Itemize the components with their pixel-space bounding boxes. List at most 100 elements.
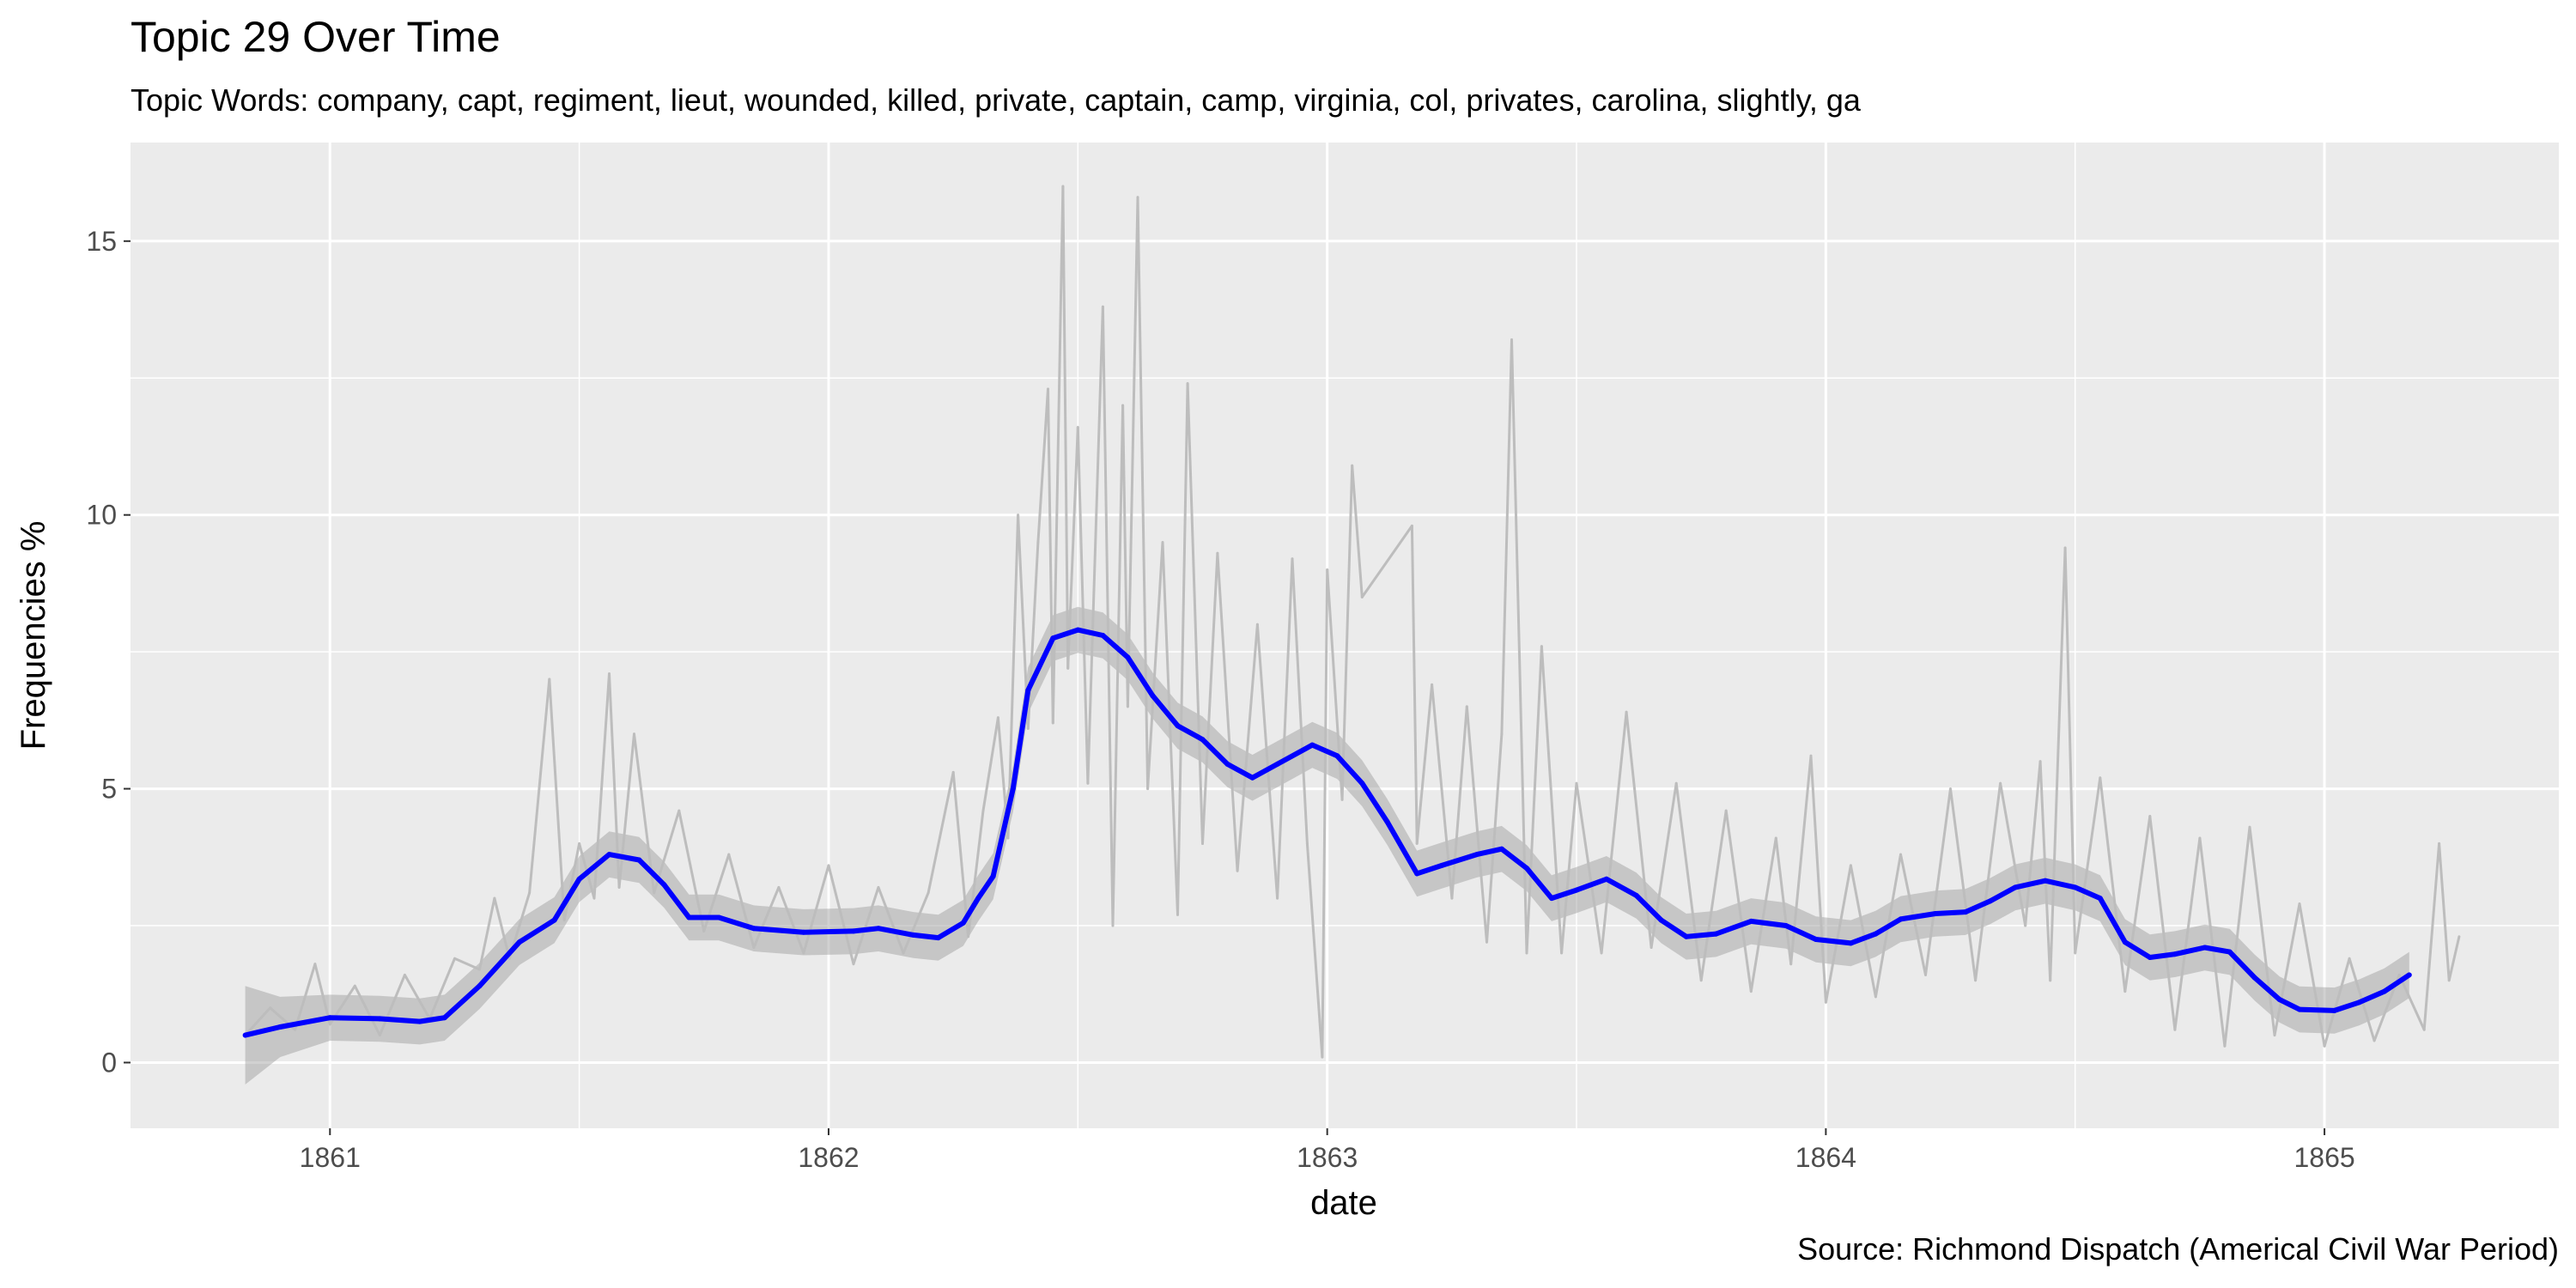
smooth-line-segment bbox=[1498, 846, 1529, 872]
smooth-line-segment bbox=[1748, 918, 1789, 928]
smooth-line-segment bbox=[1633, 892, 1664, 923]
smooth-line-segment bbox=[242, 1024, 283, 1038]
smooth-line-segment bbox=[1873, 916, 1904, 937]
smooth-line-segment bbox=[1524, 866, 1554, 902]
smooth-line-segment bbox=[1175, 723, 1206, 743]
y-tick-label: 10 bbox=[86, 500, 117, 531]
smooth-line-segment bbox=[2013, 878, 2048, 890]
raw-line-segment bbox=[1351, 464, 1364, 598]
raw-line-segment bbox=[592, 672, 611, 900]
raw-line-segment bbox=[528, 677, 551, 895]
raw-line-segment bbox=[727, 853, 756, 949]
raw-line-segment bbox=[1410, 524, 1419, 845]
raw-line-segment bbox=[1236, 623, 1259, 872]
smooth-line-segment bbox=[1713, 918, 1754, 937]
raw-line-segment bbox=[562, 841, 581, 922]
x-tick-label: 1862 bbox=[798, 1142, 859, 1173]
smooth-line-segment bbox=[2251, 975, 2282, 1003]
raw-line-segment bbox=[1749, 836, 1777, 993]
smooth-line-segment bbox=[1933, 909, 1968, 916]
raw-line-segment bbox=[2397, 973, 2426, 1031]
raw-line-segment bbox=[1525, 645, 1543, 955]
raw-line-segment bbox=[1560, 781, 1578, 955]
raw-line-segment bbox=[428, 957, 456, 1020]
raw-line-segment bbox=[2223, 825, 2251, 1048]
y-tick-label: 15 bbox=[86, 226, 117, 257]
raw-line-segment bbox=[1026, 541, 1040, 730]
raw-line-segment bbox=[244, 1006, 272, 1037]
smooth-line-segment bbox=[1439, 852, 1479, 868]
smooth-line-segment bbox=[1603, 876, 1639, 898]
smooth-line-segment bbox=[750, 926, 806, 935]
raw-line-segment bbox=[1047, 387, 1054, 725]
smooth-line-segment bbox=[2042, 878, 2078, 890]
raw-line-segment bbox=[608, 672, 621, 889]
smooth-line-segment bbox=[2122, 939, 2153, 960]
smooth-line-segment bbox=[2276, 997, 2302, 1012]
raw-line-segment bbox=[1450, 705, 1468, 900]
smooth-line-segment bbox=[935, 920, 966, 941]
smooth-line-segment bbox=[1334, 753, 1365, 787]
raw-line-segment bbox=[1774, 836, 1793, 966]
raw-line-segment bbox=[2024, 760, 2042, 927]
raw-line-segment bbox=[493, 896, 511, 960]
raw-series bbox=[244, 185, 2461, 1059]
smooth-line-segment bbox=[1574, 876, 1609, 893]
smooth-line-segment bbox=[551, 876, 582, 923]
raw-line-segment bbox=[378, 973, 406, 1037]
plot-panel bbox=[131, 143, 2559, 1128]
x-tick-label: 1865 bbox=[2293, 1142, 2354, 1173]
raw-line-segment bbox=[1216, 551, 1239, 872]
raw-line-segment bbox=[478, 896, 496, 971]
raw-line-segment bbox=[1051, 185, 1065, 725]
smooth-line-segment bbox=[661, 882, 692, 920]
smooth-line-segment bbox=[1473, 846, 1504, 858]
smooth-line-segment bbox=[1988, 884, 2018, 904]
raw-line-segment bbox=[981, 716, 999, 812]
raw-line-segment bbox=[294, 963, 317, 1031]
smooth-line-segment bbox=[2202, 945, 2233, 955]
smooth-line-segment bbox=[851, 926, 881, 934]
smooth-line-segment bbox=[716, 914, 756, 932]
smooth-line-segment bbox=[960, 896, 981, 926]
raw-line-segment bbox=[1824, 864, 1852, 1004]
smooth-line-segment bbox=[910, 932, 941, 941]
x-tick-label: 1861 bbox=[300, 1142, 361, 1173]
raw-line-segment bbox=[1161, 541, 1179, 916]
raw-line-segment bbox=[2074, 776, 2102, 955]
smooth-line-segment bbox=[516, 917, 557, 945]
smooth-line-segment bbox=[1309, 742, 1340, 759]
raw-line-segment bbox=[617, 732, 635, 889]
smooth-line-segment bbox=[2356, 988, 2387, 1005]
raw-line-segment bbox=[2438, 841, 2451, 982]
raw-line-segment bbox=[403, 973, 431, 1020]
smooth-line-segment bbox=[1549, 887, 1579, 902]
smooth-line-segment bbox=[2147, 951, 2178, 960]
raw-line-segment bbox=[1360, 524, 1413, 598]
smooth-line-segment bbox=[1783, 923, 1819, 942]
raw-line-segment bbox=[2273, 902, 2301, 1037]
raw-line-segment bbox=[967, 809, 985, 939]
raw-line-segment bbox=[1036, 387, 1049, 544]
raw-line-segment bbox=[1540, 645, 1564, 955]
raw-line-segment bbox=[752, 885, 781, 949]
raw-line-segment bbox=[2099, 776, 2127, 993]
raw-line-segment bbox=[1111, 404, 1125, 927]
raw-line-segment bbox=[1485, 732, 1504, 944]
raw-line-segment bbox=[548, 677, 566, 922]
raw-line-segment bbox=[802, 864, 830, 955]
raw-line-segment bbox=[2447, 935, 2461, 982]
smooth-line-segment bbox=[1125, 654, 1156, 699]
smooth-line-segment bbox=[606, 852, 642, 863]
smooth-line-segment bbox=[1100, 633, 1131, 660]
smooth-line-segment bbox=[1150, 693, 1181, 729]
x-axis-title: date bbox=[1310, 1184, 1377, 1222]
smooth-line-segment bbox=[1274, 742, 1315, 767]
chart-subtitle: Topic Words: company, capt, regiment, li… bbox=[131, 82, 1861, 118]
raw-line-segment bbox=[677, 809, 706, 933]
raw-line-segment bbox=[2049, 546, 2067, 982]
y-axis-title: Frequencies % bbox=[15, 521, 52, 750]
raw-line-segment bbox=[313, 963, 331, 1026]
raw-line-segment bbox=[2038, 760, 2052, 982]
smooth-line-segment bbox=[576, 852, 612, 882]
